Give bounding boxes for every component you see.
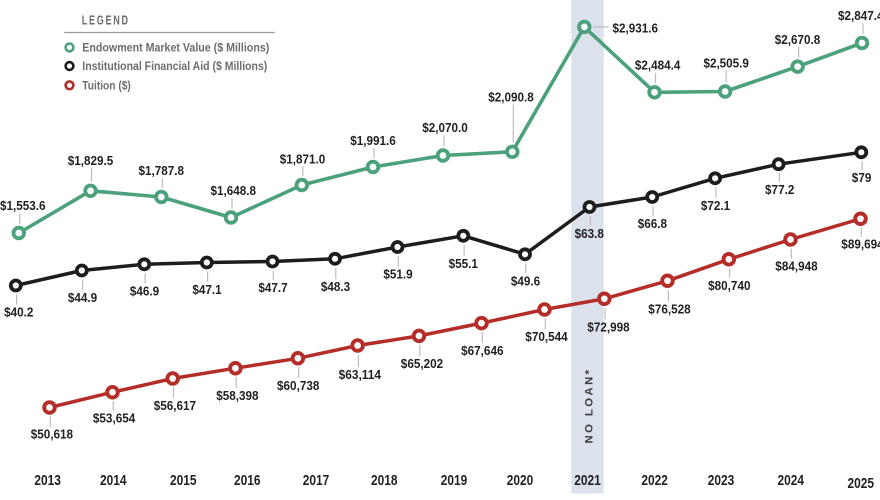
svg-text:$1,553.6: $1,553.6 [0, 199, 46, 213]
svg-text:NO LOAN*: NO LOAN* [583, 368, 595, 444]
svg-text:$1,829.5: $1,829.5 [68, 154, 114, 168]
svg-text:2021: 2021 [574, 473, 601, 489]
svg-text:2017: 2017 [303, 473, 330, 489]
svg-text:$1,648.8: $1,648.8 [211, 184, 257, 198]
svg-text:2020: 2020 [507, 473, 534, 489]
svg-text:$40.2: $40.2 [4, 306, 33, 320]
svg-text:$50,618: $50,618 [31, 428, 73, 442]
svg-text:$2,931.6: $2,931.6 [613, 22, 659, 36]
svg-text:$84,948: $84,948 [775, 260, 817, 274]
svg-text:$67,646: $67,646 [461, 344, 503, 358]
svg-text:$48.3: $48.3 [321, 280, 350, 294]
svg-text:$49.6: $49.6 [511, 275, 540, 289]
svg-text:$2,484.4: $2,484.4 [635, 59, 681, 73]
svg-text:LEGEND: LEGEND [82, 14, 130, 28]
svg-text:2024: 2024 [777, 473, 804, 489]
svg-text:$47.1: $47.1 [192, 283, 221, 297]
svg-text:$1,787.8: $1,787.8 [139, 164, 185, 178]
svg-text:2023: 2023 [708, 473, 735, 489]
svg-text:$53,654: $53,654 [93, 412, 135, 426]
svg-text:$2,670.8: $2,670.8 [775, 33, 821, 47]
svg-text:$60,738: $60,738 [277, 379, 319, 393]
svg-text:$2,070.0: $2,070.0 [422, 121, 468, 135]
svg-text:$77.2: $77.2 [765, 183, 794, 197]
svg-text:$51.9: $51.9 [383, 268, 412, 282]
svg-text:$58,398: $58,398 [216, 389, 258, 403]
svg-text:2016: 2016 [234, 473, 261, 489]
svg-text:Endowment Market Value ($ Mill: Endowment Market Value ($ Millions) [82, 42, 269, 55]
svg-text:$55.1: $55.1 [449, 257, 478, 271]
svg-text:Tuition ($): Tuition ($) [82, 80, 131, 93]
svg-text:$2,090.8: $2,090.8 [488, 91, 534, 105]
svg-text:$44.9: $44.9 [68, 291, 97, 305]
svg-text:$65,202: $65,202 [401, 357, 443, 371]
svg-text:2025: 2025 [848, 476, 875, 492]
svg-text:$63,114: $63,114 [339, 368, 381, 382]
svg-text:$89,694: $89,694 [841, 238, 880, 252]
svg-text:$70,544: $70,544 [525, 330, 567, 344]
svg-text:2013: 2013 [34, 473, 61, 489]
svg-text:$72,998: $72,998 [587, 320, 629, 334]
svg-text:$79: $79 [852, 171, 872, 185]
svg-text:$2,847.4: $2,847.4 [838, 9, 880, 23]
svg-text:$76,528: $76,528 [648, 303, 690, 317]
svg-text:2018: 2018 [371, 473, 398, 489]
svg-text:$66.8: $66.8 [638, 217, 667, 231]
svg-text:$72.1: $72.1 [701, 199, 730, 213]
svg-text:2019: 2019 [441, 473, 468, 489]
svg-text:$47.7: $47.7 [258, 281, 287, 295]
svg-text:2022: 2022 [641, 473, 668, 489]
svg-text:$1,871.0: $1,871.0 [280, 152, 326, 166]
svg-text:Institutional Financial Aid ($: Institutional Financial Aid ($ Millions) [82, 60, 267, 73]
svg-text:2015: 2015 [170, 473, 197, 489]
svg-text:$1,991.6: $1,991.6 [350, 134, 396, 148]
svg-text:$63.8: $63.8 [575, 227, 604, 241]
svg-text:$80,740: $80,740 [708, 279, 750, 293]
svg-text:2014: 2014 [100, 473, 127, 489]
svg-text:$46.9: $46.9 [130, 285, 159, 299]
svg-text:$56,617: $56,617 [154, 399, 196, 413]
svg-text:$2,505.9: $2,505.9 [703, 56, 749, 70]
